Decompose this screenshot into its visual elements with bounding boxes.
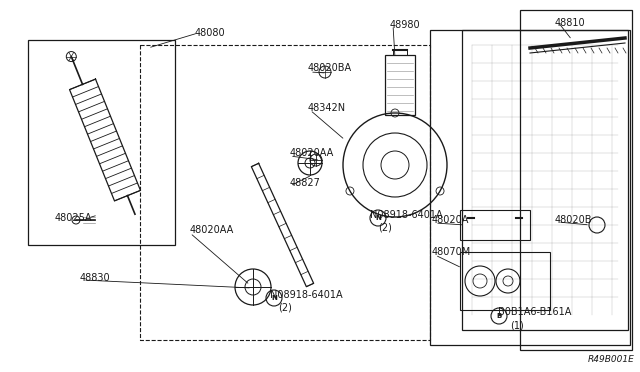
Text: N08918-6401A: N08918-6401A [370, 210, 443, 220]
Text: 48025A: 48025A [55, 213, 93, 223]
Text: 48070M: 48070M [432, 247, 471, 257]
Text: 48342N: 48342N [308, 103, 346, 113]
Text: 48980: 48980 [390, 20, 420, 30]
Text: 48830: 48830 [80, 273, 111, 283]
Text: (2): (2) [278, 303, 292, 313]
Bar [460, 252, 550, 310]
Text: 48080: 48080 [195, 28, 226, 38]
Bar [460, 210, 530, 240]
Bar [385, 55, 415, 115]
Text: R49B001E: R49B001E [588, 355, 635, 364]
Text: B: B [497, 313, 502, 319]
Text: 48020A: 48020A [432, 215, 469, 225]
Text: 48020AA: 48020AA [290, 148, 334, 158]
Text: 48810: 48810 [555, 18, 586, 28]
Text: (1): (1) [510, 320, 524, 330]
Text: 48020AA: 48020AA [190, 225, 234, 235]
Text: N: N [375, 215, 381, 221]
Bar [520, 10, 632, 350]
Text: 48827: 48827 [290, 178, 321, 188]
Text: 48020B: 48020B [555, 215, 593, 225]
Text: N: N [271, 295, 277, 301]
Bar [28, 40, 175, 245]
Text: (2): (2) [378, 223, 392, 233]
Text: N08918-6401A: N08918-6401A [270, 290, 342, 300]
Bar [430, 30, 630, 345]
Text: 48020BA: 48020BA [308, 63, 352, 73]
Text: B0B1A6-B161A: B0B1A6-B161A [498, 307, 572, 317]
Bar [140, 45, 430, 340]
